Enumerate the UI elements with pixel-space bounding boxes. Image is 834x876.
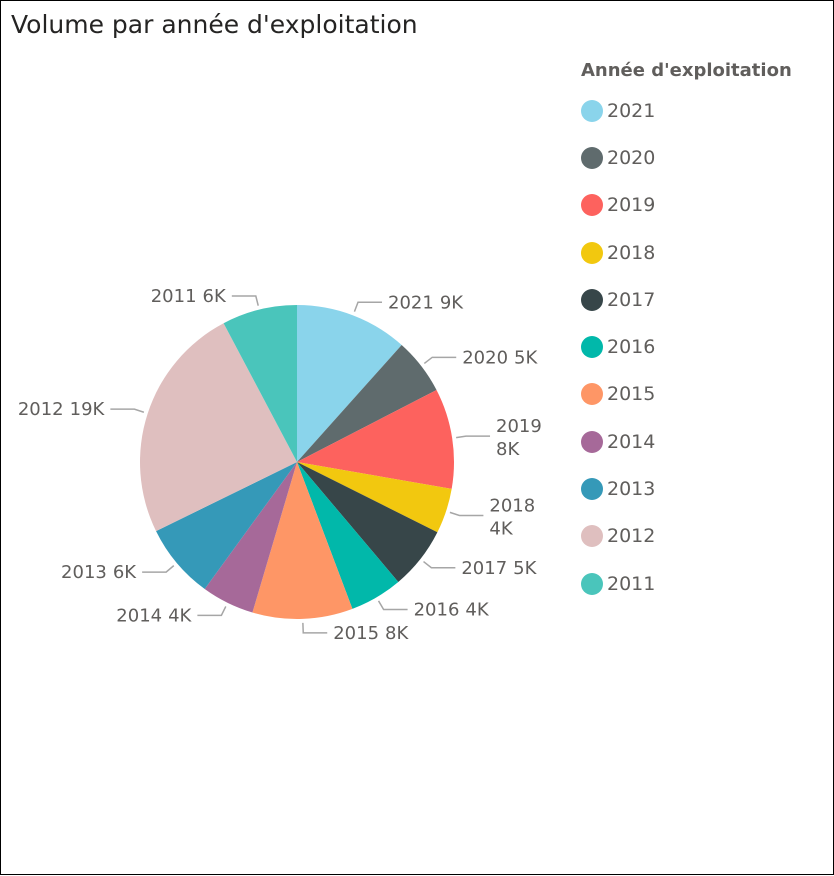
legend-item-2016[interactable]: 2016	[581, 323, 831, 370]
data-label-value: 5K	[514, 347, 538, 368]
legend-item-2020[interactable]: 2020	[581, 134, 831, 181]
legend-dot-icon	[581, 99, 603, 122]
legend-dot-icon	[581, 430, 603, 453]
data-label-2014: 2014 4K	[116, 605, 192, 626]
data-label-value: 8K	[385, 623, 409, 644]
data-label-value: 8K	[496, 439, 520, 460]
data-label-category: 2021	[388, 292, 434, 313]
data-label-2017: 2017 5K	[461, 558, 537, 579]
leader-line	[142, 565, 175, 573]
data-label-category: 2018	[489, 496, 535, 517]
leader-line	[353, 301, 383, 312]
legend-dot-icon	[581, 288, 603, 311]
pie-slice-2021[interactable]	[297, 305, 402, 462]
data-label-2015: 2015 8K	[333, 623, 409, 644]
data-label-2016: 2016 4K	[414, 599, 490, 620]
legend-label: 2015	[607, 383, 656, 406]
legend-label: 2012	[607, 525, 656, 548]
data-label-value: 4K	[168, 605, 192, 626]
data-label-value: 6K	[203, 286, 227, 307]
legend-label: 2021	[607, 99, 656, 122]
legend-item-2013[interactable]: 2013	[581, 465, 831, 512]
leader-line	[456, 435, 491, 439]
legend-dot-icon	[581, 241, 603, 264]
legend-dot-icon	[581, 478, 603, 501]
legend-dot-icon	[581, 194, 603, 217]
leader-line	[423, 560, 456, 569]
legend-label: 2019	[607, 194, 656, 217]
data-label-category: 2012	[18, 399, 64, 420]
pie-slice-2019[interactable]	[297, 390, 454, 489]
pie-slice-2015[interactable]	[252, 462, 353, 619]
data-label-value: 4K	[465, 599, 489, 620]
data-label-category: 2019	[496, 416, 542, 437]
legend-label: 2014	[607, 430, 656, 453]
data-label-value: 4K	[489, 519, 513, 540]
pie-slice-2018[interactable]	[297, 462, 452, 533]
legend-dot-icon	[581, 383, 603, 406]
data-label-2019: 2019 8K	[496, 416, 542, 460]
pie-slice-2017[interactable]	[297, 462, 438, 582]
legend-item-2011[interactable]: 2011	[581, 560, 831, 607]
legend-dot-icon	[581, 336, 603, 359]
legend-label: 2013	[607, 478, 656, 501]
leader-line	[423, 356, 457, 365]
legend-title: Année d'exploitation	[581, 60, 792, 81]
leader-line	[110, 408, 145, 413]
data-label-2012: 2012 19K	[18, 399, 106, 420]
data-label-value: 6K	[113, 562, 137, 583]
data-label-2021: 2021 9K	[388, 292, 464, 313]
chart-title: Volume par année d'exploitation	[11, 10, 418, 39]
legend-item-2015[interactable]: 2015	[581, 371, 831, 418]
leader-line	[197, 606, 227, 617]
legend-dot-icon	[581, 525, 603, 548]
pie-slice-2020[interactable]	[297, 344, 437, 462]
legend-label: 2020	[607, 146, 656, 169]
legend-label: 2016	[607, 336, 656, 359]
legend-dot-icon	[581, 572, 603, 595]
legend: Année d'exploitation 2021 2020 2019 2018 201…	[581, 59, 831, 607]
pie-slice-2011[interactable]	[223, 305, 297, 462]
leader-line	[231, 295, 259, 306]
legend-item-2018[interactable]: 2018	[581, 229, 831, 276]
data-label-2018: 2018 4K	[489, 496, 535, 540]
data-label-category: 2017	[461, 558, 507, 579]
data-label-value: 9K	[440, 292, 464, 313]
data-label-category: 2014	[116, 605, 162, 626]
data-label-category: 2015	[333, 623, 379, 644]
pie-slice-2012[interactable]	[139, 323, 297, 532]
legend-dot-icon	[581, 146, 603, 169]
data-label-2011: 2011 6K	[151, 286, 227, 307]
data-label-category: 2011	[151, 286, 197, 307]
legend-item-2017[interactable]: 2017	[581, 276, 831, 323]
data-label-value: 5K	[513, 558, 537, 579]
legend-item-2021[interactable]: 2021	[581, 87, 831, 134]
legend-item-2012[interactable]: 2012	[581, 513, 831, 560]
leader-line	[449, 511, 484, 517]
data-label-category: 2016	[414, 599, 460, 620]
data-label-category: 2013	[61, 562, 107, 583]
pie-slice-2014[interactable]	[204, 462, 297, 613]
leader-line	[302, 622, 328, 634]
legend-label: 2011	[607, 572, 656, 595]
legend-label: 2018	[607, 241, 656, 264]
leader-line	[377, 600, 408, 611]
data-label-2013: 2013 6K	[61, 562, 137, 583]
data-label-2020: 2020 5K	[462, 347, 538, 368]
data-label-category: 2020	[462, 347, 508, 368]
legend-item-2014[interactable]: 2014	[581, 418, 831, 465]
legend-label: 2017	[607, 288, 656, 311]
pie-slice-2013[interactable]	[156, 462, 297, 590]
legend-items: 2021 2020 2019 2018 2017 2016 2015 2014 2013 2012…	[581, 87, 831, 607]
legend-item-2019[interactable]: 2019	[581, 182, 831, 229]
data-label-value: 19K	[70, 399, 106, 420]
pie-slice-2016[interactable]	[297, 462, 399, 609]
